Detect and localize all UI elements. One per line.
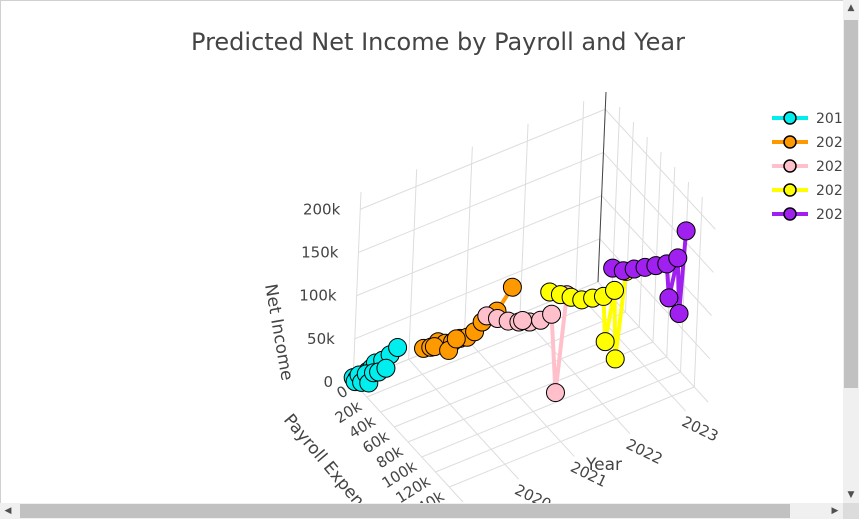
legend-marker [783,207,797,221]
legend-marker [783,183,797,197]
data-point[interactable] [668,248,688,268]
z-tick-label: 0 [323,373,333,391]
scroll-right-icon[interactable]: ▶ [831,506,839,516]
grid-line [693,196,703,388]
data-point[interactable] [545,383,565,403]
horizontal-scroll-thumb[interactable] [20,504,790,518]
chart-title: Predicted Net Income by Payroll and Year [191,28,685,56]
z-tick-label: 100k [299,287,337,305]
grid-line [519,123,529,314]
series-2019 [343,338,408,393]
scroll-down-icon[interactable]: ▼ [847,490,855,500]
data-point[interactable] [513,311,533,331]
z-axis-title: Net Income [260,282,297,382]
legend-item[interactable]: 202 [772,159,843,175]
grid-line [575,101,585,292]
grid-line [360,108,606,210]
legend-marker [783,111,797,125]
series-2020 [414,277,522,360]
grid-line [449,386,695,488]
series-layer [343,221,696,403]
grid-line [408,358,520,480]
legend-label: 201 [816,111,843,127]
legend-item[interactable]: 202 [772,183,843,199]
grid-line [603,152,714,273]
grid-line [408,169,418,360]
grid-line [352,381,464,503]
data-point[interactable] [542,304,562,324]
grid-line [601,195,713,316]
series-2023 [603,221,696,323]
chart-3d-scatter[interactable]: Predicted Net Income by Payroll and Year… [0,0,843,503]
grid-line [575,290,687,412]
data-point[interactable] [388,338,408,358]
grid-line [421,356,667,458]
grid-line [352,191,362,383]
z-tick-label: 200k [303,200,341,218]
y-tick-label: 2023 [679,413,721,446]
series-2022 [540,261,636,369]
data-point[interactable] [376,358,396,378]
legend-label: 202 [816,207,843,223]
data-point[interactable] [502,277,522,297]
series-2021 [477,285,577,403]
y-axis-title: Year [585,455,622,475]
z-tick-label: 150k [301,243,339,261]
data-point[interactable] [605,349,625,369]
scroll-corner [843,503,859,519]
vertical-scroll-thumb[interactable] [844,20,858,388]
y-tick-label: 2022 [623,435,665,468]
axis-ticks: 050k100k150k200k020k40k60k80k100k120k140… [299,200,721,503]
grid-line [652,151,662,343]
grid-line [380,311,626,413]
data-point[interactable] [659,288,679,308]
grid-line [435,371,681,473]
legend-marker [783,159,797,173]
legend-item[interactable]: 202 [772,207,843,223]
y-tick-label: 2020 [512,481,554,503]
data-point[interactable] [446,329,466,349]
data-point[interactable] [605,280,625,300]
scroll-up-icon[interactable]: ▲ [847,3,855,13]
z-tick-label: 50k [307,330,335,348]
grid-line [366,296,612,398]
grid-line [463,146,473,337]
grid-line [599,238,711,360]
grid-line [463,336,575,457]
legend-label: 202 [816,183,843,199]
data-point[interactable] [595,332,615,352]
legend[interactable]: 201 202 202 202 202 [772,111,843,223]
axis-line [597,91,607,283]
legend-item[interactable]: 201 [772,111,843,127]
data-point[interactable] [669,303,689,323]
grid-line [356,195,602,297]
horizontal-scrollbar[interactable]: ◀ ▶ [0,503,843,519]
legend-label: 202 [816,159,843,175]
grid-line [519,313,631,435]
plot-frame [0,0,843,503]
data-point[interactable] [676,221,696,241]
legend-label: 202 [816,135,843,151]
grid-line [625,121,634,313]
grid-line [604,108,716,230]
grid-line [638,136,648,328]
scroll-left-icon[interactable]: ◀ [4,506,12,516]
grid-line [358,151,604,253]
legend-marker [783,135,797,149]
legend-item[interactable]: 202 [772,135,843,151]
grid-line [354,238,601,340]
grid-line [680,181,689,373]
vertical-scrollbar[interactable]: ▲ ▼ [843,0,859,503]
